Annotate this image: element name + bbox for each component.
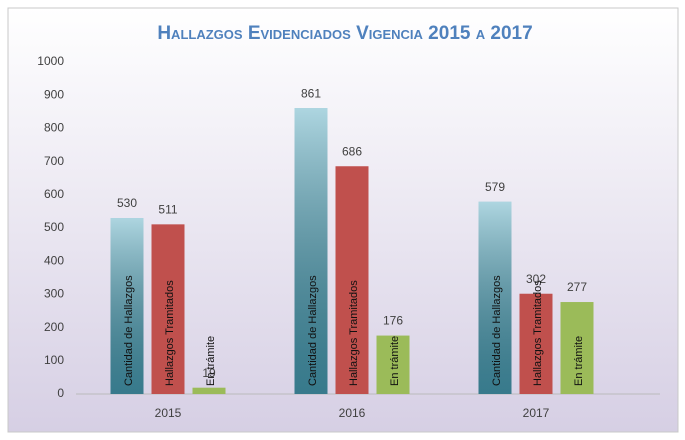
in-bar-label: Hallazgos Tramitados [532, 280, 544, 386]
y-tick-label: 300 [44, 287, 64, 301]
bar [560, 302, 594, 394]
y-tick-label: 200 [44, 320, 64, 334]
bar-shine [110, 218, 144, 394]
y-tick-label: 800 [44, 121, 64, 135]
bar [335, 166, 369, 394]
y-tick-label: 900 [44, 87, 64, 101]
value-label: 579 [485, 180, 505, 194]
value-label: 686 [342, 144, 362, 158]
value-label: 302 [526, 272, 546, 286]
in-bar-label: Hallazgos Tramitados [348, 280, 360, 386]
bar-shine [294, 108, 328, 394]
bar [376, 335, 410, 394]
bar [192, 387, 226, 394]
y-tick-label: 100 [44, 353, 64, 367]
in-bar-label: Cantidad de Hallazgos [491, 275, 503, 386]
in-bar-label: Hallazgos Tramitados [164, 280, 176, 386]
x-tick-label: 2015 [155, 406, 182, 420]
value-label: 19 [202, 366, 216, 380]
bar-shine [478, 201, 512, 394]
y-tick-label: 600 [44, 187, 64, 201]
y-tick-label: 1000 [37, 54, 64, 68]
y-tick-label: 0 [57, 386, 64, 400]
in-bar-label: En trámite [389, 336, 401, 386]
value-label: 176 [383, 314, 403, 328]
chart-title: Hallazgos Evidenciados Vigencia 2015 a 2… [157, 23, 532, 44]
value-label: 277 [567, 280, 587, 294]
bar [519, 293, 553, 394]
value-label: 511 [158, 203, 177, 217]
in-bar-label: Cantidad de Hallazgos [123, 275, 135, 386]
bar [151, 224, 185, 394]
x-tick-label: 2017 [523, 406, 550, 420]
value-label: 530 [117, 196, 137, 210]
in-bar-label: En trámite [573, 336, 585, 386]
in-bar-label: Cantidad de Hallazgos [307, 275, 319, 386]
y-tick-label: 500 [44, 220, 64, 234]
y-tick-label: 400 [44, 253, 64, 267]
y-tick-label: 700 [44, 154, 64, 168]
x-tick-label: 2016 [339, 406, 366, 420]
in-bar-label: En trámite [205, 336, 217, 386]
value-label: 861 [301, 86, 321, 100]
